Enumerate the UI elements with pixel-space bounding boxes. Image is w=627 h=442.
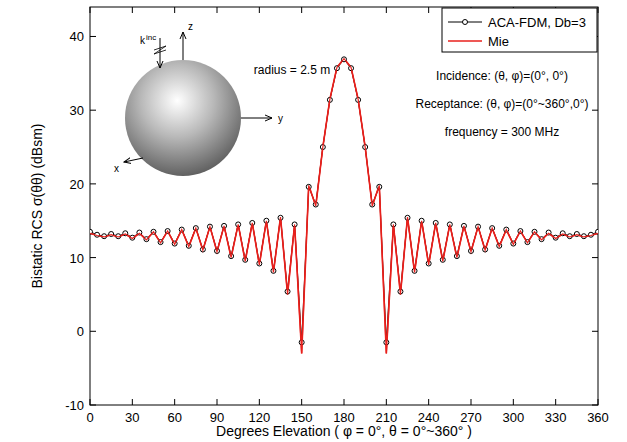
plot-data [90,57,598,354]
series-line [90,59,598,354]
annotation: Incidence: (θ, φ)=(0°, 0°) [436,69,568,83]
x-tick [344,399,345,405]
x-tick [301,399,302,405]
x-axis-arrow [124,158,143,162]
y-tick [90,405,96,406]
y-tick [592,257,598,258]
x-tick [598,7,599,13]
legend-line [448,40,482,42]
x-tick [386,7,387,13]
x-tick-label: 300 [502,410,524,425]
x-tick [555,399,556,405]
legend-label: ACA-FDM, Db=3 [488,15,586,30]
x-tick-label: 360 [587,410,609,425]
y-tick [90,36,96,37]
x-tick-label: 30 [125,410,139,425]
y-tick [90,110,96,111]
y-axis-arrow [241,118,272,119]
y-tick-label: 20 [70,177,84,192]
annotation: Receptance: (θ, φ)=(0°~360°,0°) [416,97,589,111]
y-tick-label: 0 [77,324,84,339]
x-tick-label: 330 [545,410,567,425]
x-tick [90,399,91,405]
x-tick-label: 60 [167,410,181,425]
x-tick [259,399,260,405]
wave-symbol [154,46,166,54]
series-line [90,59,598,354]
x-tick-label: 0 [86,410,93,425]
series-line [90,59,598,342]
y-tick-label: -10 [65,398,84,413]
x-tick [174,7,175,13]
y-tick [90,331,96,332]
chart: 0306090120150180210240270300330360-10010… [0,0,627,442]
x-tick [471,399,472,405]
x-tick [301,7,302,13]
y-tick [592,331,598,332]
y-tick-label: 40 [70,29,84,44]
x-tick [598,399,599,405]
legend-marker [463,20,468,25]
x-tick [217,399,218,405]
x-tick [174,399,175,405]
legend: ACA-FDM, Db=3 Mie [442,8,597,52]
x-tick [132,399,133,405]
x-tick [217,7,218,13]
incident-arrow [160,38,161,68]
legend-box [442,8,597,52]
z-axis-arrow [183,32,184,60]
plot-frame [90,7,598,405]
inset-label: z [188,21,193,32]
x-tick [386,399,387,405]
y-tick [592,183,598,184]
y-tick-label: 10 [70,251,84,266]
x-tick [428,399,429,405]
annotation: frequency = 300 MHz [445,125,559,139]
x-tick [428,7,429,13]
inset-label: x [114,163,119,174]
y-tick [90,257,96,258]
annotation: radius = 2.5 m [254,63,330,77]
x-tick [259,7,260,13]
y-tick [592,405,598,406]
x-axis-title: Degrees Elevation ( φ = 0°, θ = 0°~360° … [216,423,472,439]
x-tick [132,7,133,13]
y-axis-title: Bistatic RCS σ(θθ) (dBsm) [29,124,45,289]
inset-label: y [278,113,283,124]
x-tick [513,399,514,405]
y-tick [90,183,96,184]
legend-label: Mie [488,34,509,49]
inset-label: inc [146,33,156,42]
y-tick [592,110,598,111]
x-tick [90,7,91,13]
sphere [125,60,241,176]
y-tick-label: 30 [70,103,84,118]
x-tick [344,7,345,13]
